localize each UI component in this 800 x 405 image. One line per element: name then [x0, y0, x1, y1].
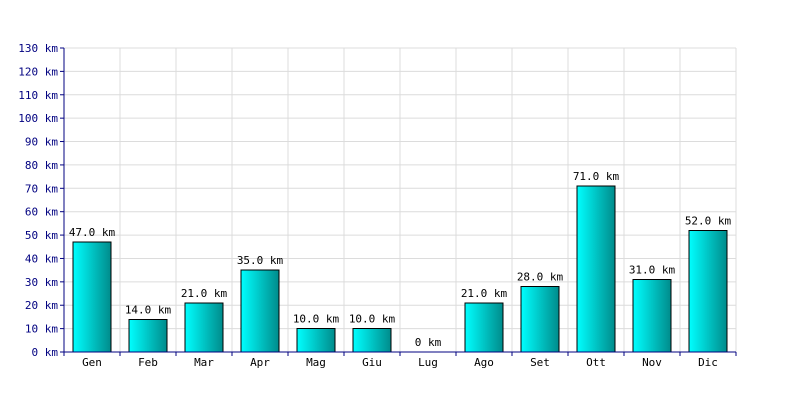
y-tick-label: 0 km	[32, 346, 59, 359]
x-tick-label: Mar	[194, 356, 214, 369]
bar-value-label: 14.0 km	[125, 303, 172, 316]
y-tick-label: 20 km	[25, 299, 58, 312]
y-tick-label: 100 km	[18, 112, 58, 125]
x-tick-label: Giu	[362, 356, 382, 369]
y-tick-label: 50 km	[25, 229, 58, 242]
y-tick-label: 60 km	[25, 206, 58, 219]
bar-giu	[352, 328, 392, 353]
bar-value-label: 28.0 km	[517, 271, 564, 284]
bar-mag	[296, 328, 336, 353]
bar-mar	[184, 302, 224, 353]
x-tick-label: Gen	[82, 356, 102, 369]
x-tick-label: Lug	[418, 356, 438, 369]
grid	[64, 47, 737, 353]
x-tick-label: Ott	[586, 356, 606, 369]
bar-value-label: 21.0 km	[461, 287, 508, 300]
bar-value-label: 10.0 km	[293, 313, 340, 326]
bar-value-label: 21.0 km	[181, 287, 228, 300]
y-tick-label: 80 km	[25, 159, 58, 172]
bar-value-label: 47.0 km	[69, 226, 116, 239]
bar-value-label: 10.0 km	[349, 313, 396, 326]
bar-set	[520, 286, 560, 353]
bar-value-label: 52.0 km	[685, 214, 732, 227]
axes: 0 km 10 km 20 km 30 km 40 km 50 km 60 km 70 km 8…	[18, 42, 737, 369]
bar-feb	[128, 318, 168, 353]
x-tick-label: Mag	[306, 356, 326, 369]
bar-gen	[72, 241, 112, 353]
bar-ago	[464, 302, 504, 353]
y-tick-label: 120 km	[18, 65, 58, 78]
y-tick-label: 130 km	[18, 42, 58, 55]
x-tick-label: Ago	[474, 356, 494, 369]
x-tick-label: Feb	[138, 356, 158, 369]
y-tick-label: 10 km	[25, 323, 58, 336]
bar-apr	[240, 269, 280, 353]
y-tick-label: 40 km	[25, 252, 58, 265]
bar-value-labels: 47.0 km 14.0 km 21.0 km 35.0 km 10.0 km 10.0 …	[69, 170, 732, 349]
y-tick-label: 110 km	[18, 89, 58, 102]
bars	[72, 185, 728, 353]
x-tick-label: Set	[530, 356, 550, 369]
y-tick-label: 90 km	[25, 136, 58, 149]
bar-ott	[576, 185, 616, 353]
y-tick-label: 30 km	[25, 276, 58, 289]
y-tick-label: 70 km	[25, 182, 58, 195]
x-tick-label: Dic	[698, 356, 718, 369]
bar-value-label: 0 km	[415, 336, 442, 349]
x-tick-label: Nov	[642, 356, 662, 369]
bar-value-label: 71.0 km	[573, 170, 620, 183]
x-tick-label: Apr	[250, 356, 270, 369]
bar-dic	[688, 229, 728, 353]
bar-value-label: 35.0 km	[237, 254, 284, 267]
bar-value-label: 31.0 km	[629, 264, 676, 277]
bar-nov	[632, 279, 672, 353]
